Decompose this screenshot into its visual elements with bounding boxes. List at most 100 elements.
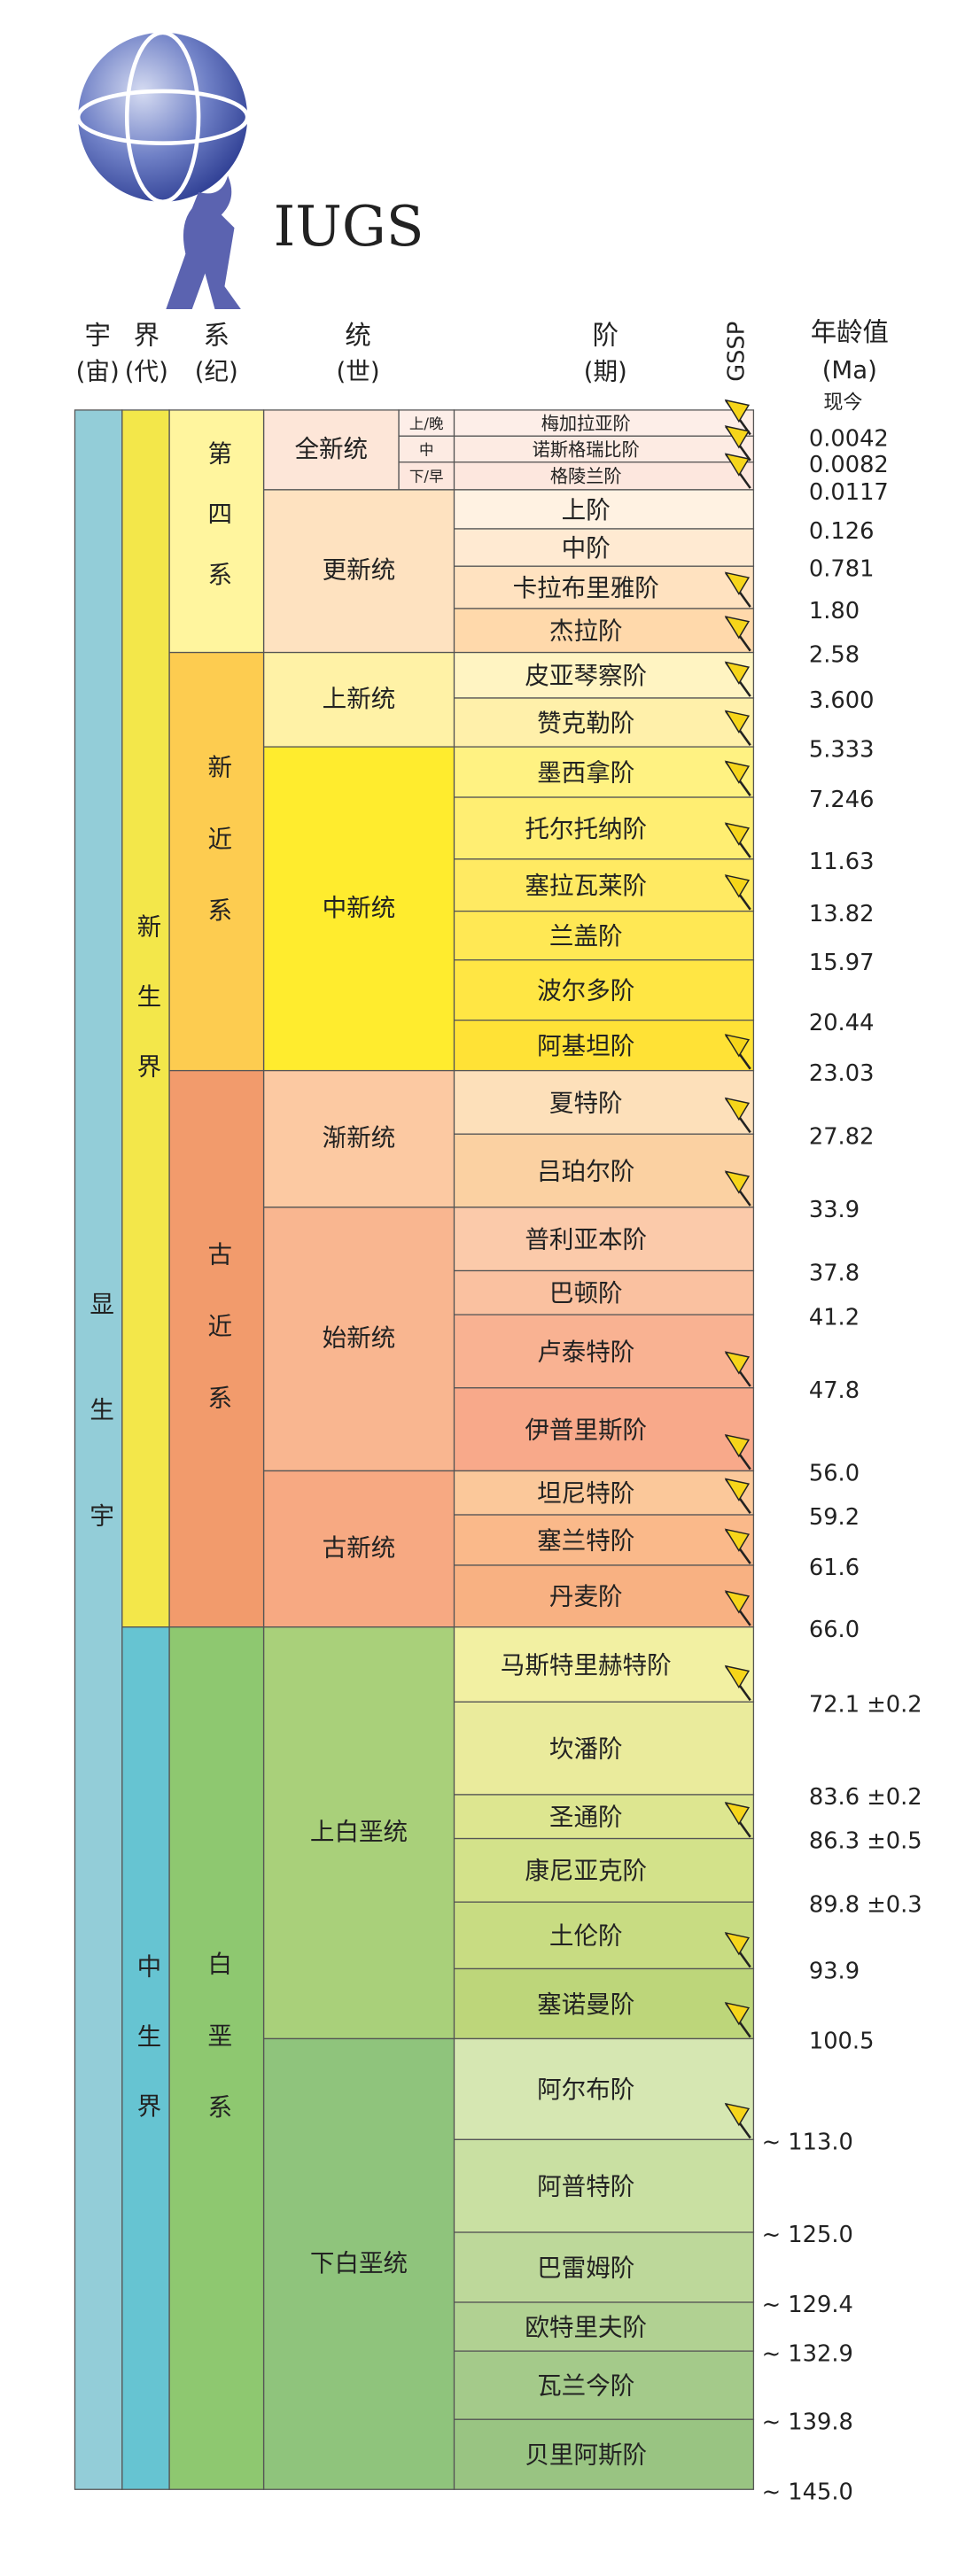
stage-cell xyxy=(453,2301,755,2352)
gssp-flag xyxy=(724,1528,751,1564)
stage-cell xyxy=(453,2418,755,2490)
header: (宙) xyxy=(76,358,120,386)
stage-label: 波尔多阶 xyxy=(537,977,634,1005)
stage-label: 阿尔布阶 xyxy=(537,2076,634,2104)
epoch-cell xyxy=(262,1207,455,1472)
stage-label: 欧特里夫阶 xyxy=(525,2313,647,2341)
stage-cell xyxy=(453,489,755,530)
header: (纪) xyxy=(195,358,238,386)
stage-cell xyxy=(453,858,755,912)
epoch-label: 始新统 xyxy=(323,1324,396,1353)
vertical-label: 古近系 xyxy=(203,1241,231,1455)
age-label: ~ 113.0 xyxy=(762,2130,853,2156)
age-label: 13.82 xyxy=(809,901,875,927)
gssp-flag xyxy=(724,399,751,436)
stage-label: 杰拉阶 xyxy=(549,617,623,646)
stage-label: 圣通阶 xyxy=(549,1804,623,1832)
age-label: 23.03 xyxy=(809,1060,875,1087)
flag xyxy=(724,1433,751,1458)
stage-label: 塞拉瓦莱阶 xyxy=(525,872,647,900)
age-label: 5.333 xyxy=(809,736,875,763)
age-label: ~ 139.8 xyxy=(762,2409,853,2435)
stage-label: 梅加拉亚阶 xyxy=(541,413,631,434)
stage-cell xyxy=(453,796,755,860)
stage-label: 中阶 xyxy=(562,534,611,563)
flag xyxy=(724,453,751,477)
age-label: 66.0 xyxy=(809,1617,860,1643)
age-label: 0.126 xyxy=(809,518,875,545)
sub-label: 中 xyxy=(419,441,434,458)
gssp-flag xyxy=(724,1097,751,1134)
flag xyxy=(724,874,751,898)
header: (世) xyxy=(337,358,380,386)
epoch-cell xyxy=(262,1626,455,2040)
stage-cell xyxy=(453,1626,755,1703)
eon-cell xyxy=(74,409,123,2490)
age-label: 100.5 xyxy=(809,2029,875,2055)
gssp-flag xyxy=(724,874,751,911)
sub-label: 上/晚 xyxy=(409,415,444,432)
stage-cell xyxy=(453,910,755,961)
age-label: 0.0042 xyxy=(809,425,889,452)
gssp-flag xyxy=(724,425,751,462)
vertical-label: 显生宇 xyxy=(85,1291,113,1608)
stage-label: 卡拉布里雅阶 xyxy=(513,574,659,602)
stage-label: 坎潘阶 xyxy=(549,1734,623,1763)
stage-label: 瓦兰今阶 xyxy=(537,2372,634,2401)
gssp-flag xyxy=(724,1034,751,1070)
stage-cell xyxy=(453,1701,755,1796)
stage-label: 巴顿阶 xyxy=(549,1279,623,1307)
stage-cell xyxy=(453,435,755,463)
vertical-label: 中生界 xyxy=(132,1953,160,2163)
flag xyxy=(724,1478,751,1501)
epoch-label: 中新统 xyxy=(323,894,396,922)
age-label: ~ 132.9 xyxy=(762,2340,853,2367)
gssp-flag xyxy=(724,1802,751,1838)
epoch-cell xyxy=(262,489,455,654)
stage-label: 墨西拿阶 xyxy=(537,758,634,787)
flag xyxy=(724,661,751,685)
stage-label: 托尔托纳阶 xyxy=(525,815,647,843)
age-label: 56.0 xyxy=(809,1461,860,1487)
flag xyxy=(724,1664,751,1689)
stage-label: 赞克勒阶 xyxy=(537,709,634,737)
gssp-flag xyxy=(724,822,751,858)
gssp-flags xyxy=(724,399,751,2139)
stage-label: 格陵兰阶 xyxy=(550,466,622,487)
age-label: 61.6 xyxy=(809,1555,860,1581)
age-label: 3.600 xyxy=(809,687,875,714)
epoch-cell xyxy=(262,409,400,491)
age-label: 33.9 xyxy=(809,1197,860,1223)
age-label: 2.58 xyxy=(809,642,860,669)
epoch-cell xyxy=(262,1069,455,1208)
labels: 上/晚 梅加拉亚阶 0.0042 中 诺斯格瑞比阶 0.0082 下/早 格陵兰阶 0.0117… xyxy=(85,413,922,2505)
age-label: 0.781 xyxy=(809,555,875,582)
stage-cell xyxy=(453,1387,755,1472)
stage-label: 丹麦阶 xyxy=(549,1583,623,1611)
stage-cell xyxy=(453,1020,755,1072)
stage-label: 康尼亚克阶 xyxy=(525,1857,647,1885)
flag xyxy=(724,2102,751,2127)
flag xyxy=(724,1528,751,1552)
gssp-flag xyxy=(724,616,751,652)
stage-label: 巴雷姆阶 xyxy=(537,2254,634,2282)
gssp-flag xyxy=(724,1932,751,1968)
age-label: 27.82 xyxy=(809,1123,875,1150)
stage-label: 普利亚本阶 xyxy=(525,1226,647,1254)
age-label: ~ 145.0 xyxy=(762,2479,853,2505)
stage-label: 吕珀尔阶 xyxy=(537,1157,634,1185)
period-cell xyxy=(168,651,265,1072)
epoch-label: 渐新统 xyxy=(323,1124,396,1152)
stage-label: 卢泰特阶 xyxy=(537,1338,634,1366)
age-label: 47.8 xyxy=(809,1377,860,1404)
stage-cell xyxy=(453,1794,755,1840)
header: (Ma) xyxy=(822,356,877,384)
flag xyxy=(724,1590,751,1614)
gssp-flag xyxy=(724,1478,751,1514)
age-label: 0.0082 xyxy=(809,452,889,478)
age-label: 1.80 xyxy=(809,598,860,625)
age-label: 20.44 xyxy=(809,1010,875,1036)
stage-label: 马斯特里赫特阶 xyxy=(501,1651,672,1680)
header: 界 xyxy=(134,321,160,351)
